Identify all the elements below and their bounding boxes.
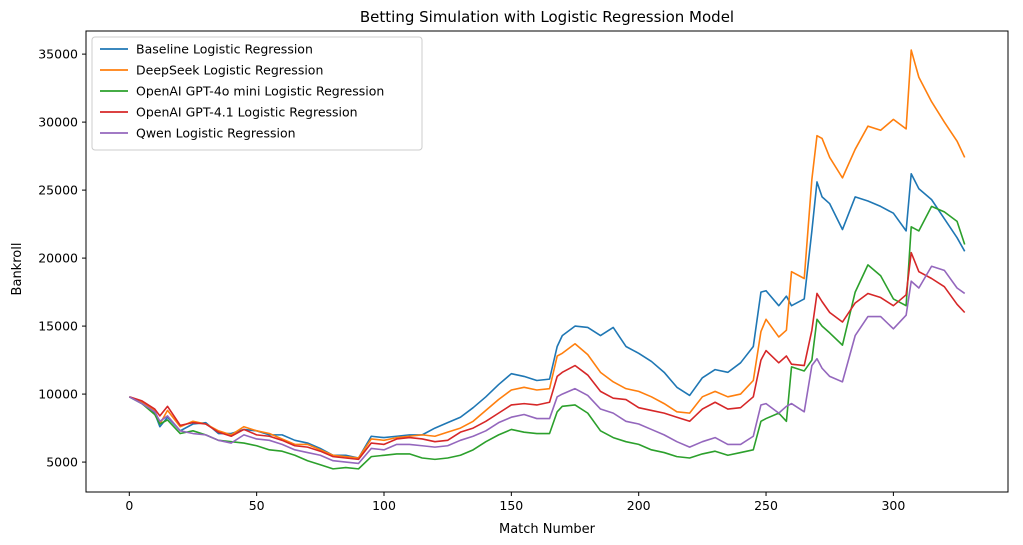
chart-title: Betting Simulation with Logistic Regress… bbox=[360, 8, 734, 26]
series-line-2 bbox=[128, 205, 966, 470]
x-tick-label-3: 150 bbox=[499, 498, 523, 513]
legend-label-4: Qwen Logistic Regression bbox=[136, 126, 296, 141]
y-tick-label-1: 10000 bbox=[38, 387, 78, 402]
legend-label-3: OpenAI GPT-4.1 Logistic Regression bbox=[136, 105, 358, 120]
y-axis-ticks: 5000 10000 15000 20000 25000 30000 35000 bbox=[38, 47, 86, 470]
x-tick-label-2: 100 bbox=[372, 498, 396, 513]
legend-frame bbox=[91, 36, 423, 151]
series-line-1 bbox=[128, 49, 966, 459]
y-tick-label-5: 30000 bbox=[38, 115, 78, 130]
y-tick-label-6: 35000 bbox=[38, 47, 78, 62]
x-tick-label-4: 200 bbox=[627, 498, 651, 513]
legend-label-2: OpenAI GPT-4o mini Logistic Regression bbox=[136, 84, 384, 99]
plot-frame bbox=[85, 30, 1009, 493]
legend-label-0: Baseline Logistic Regression bbox=[136, 42, 313, 57]
x-tick-label-1: 50 bbox=[249, 498, 265, 513]
series-line-4 bbox=[128, 265, 966, 465]
series-line-3 bbox=[129, 251, 966, 461]
legend: Baseline Logistic Regression DeepSeek Log… bbox=[91, 36, 423, 151]
x-axis-ticks: 0 50 100 150 200 250 300 bbox=[125, 492, 905, 513]
y-axis-title: Bankroll bbox=[10, 243, 25, 296]
x-tick-label-6: 300 bbox=[881, 498, 905, 513]
y-tick-label-4: 25000 bbox=[38, 183, 78, 198]
x-tick-label-0: 0 bbox=[125, 498, 133, 513]
x-tick-label-5: 250 bbox=[754, 498, 778, 513]
y-tick-label-2: 15000 bbox=[38, 319, 78, 334]
series-lines bbox=[128, 49, 966, 470]
legend-label-1: DeepSeek Logistic Regression bbox=[136, 63, 323, 78]
plot-area bbox=[85, 30, 1009, 493]
y-tick-label-0: 5000 bbox=[46, 455, 78, 470]
y-tick-label-3: 20000 bbox=[38, 251, 78, 266]
series-line-0 bbox=[128, 172, 966, 459]
x-axis-title: Match Number bbox=[499, 522, 596, 537]
